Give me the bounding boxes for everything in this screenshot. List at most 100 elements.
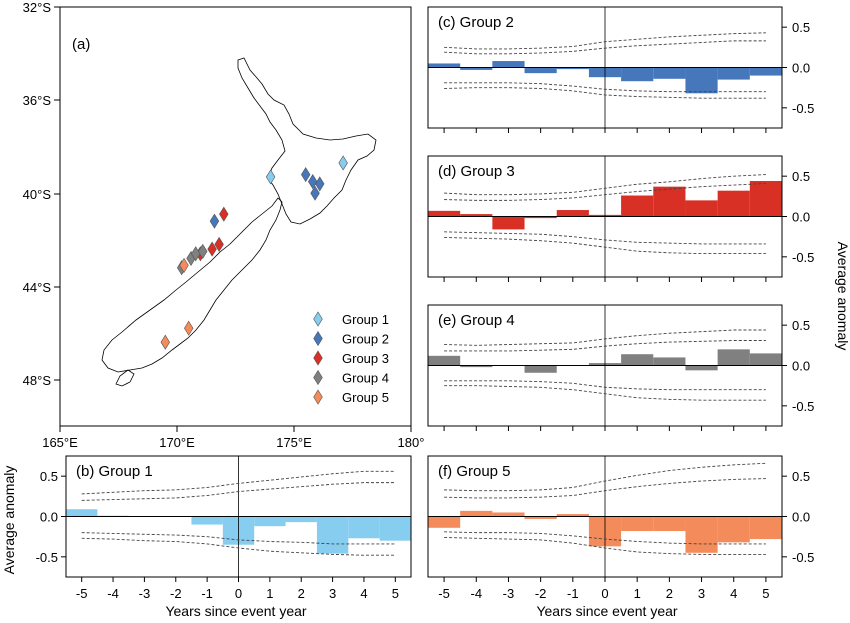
significance-line bbox=[444, 462, 766, 492]
x-tick-label: -5 bbox=[438, 586, 450, 601]
legend-label: Group 3 bbox=[342, 351, 389, 366]
bar bbox=[316, 516, 349, 554]
bar bbox=[749, 516, 782, 540]
significance-line bbox=[81, 532, 396, 545]
bar bbox=[556, 67, 589, 70]
bar bbox=[492, 216, 525, 230]
bar bbox=[556, 514, 589, 517]
x-tick-label: -2 bbox=[170, 586, 182, 601]
x-tick-label: 4 bbox=[360, 586, 367, 601]
x-tick-label: 5 bbox=[392, 586, 399, 601]
x-tick-label: 3 bbox=[698, 586, 705, 601]
y-tick-label: -0.5 bbox=[792, 399, 814, 414]
anomaly-panels: (b) Group 1 0.5 0.0 -0.5 -5 -4 -3 -2 -1 0 1 2 3 4 5 (c)… bbox=[36, 6, 814, 601]
x-tick-label: -1 bbox=[201, 586, 213, 601]
y-tick-label: -0.5 bbox=[792, 101, 814, 116]
significance-line bbox=[81, 470, 396, 495]
significance-line bbox=[444, 478, 766, 499]
site-marker-group-2 bbox=[310, 185, 320, 201]
significance-line bbox=[444, 329, 766, 346]
significance-line bbox=[444, 537, 766, 555]
x-tick-label: -3 bbox=[503, 586, 515, 601]
lon-tick-label: 170°E bbox=[159, 435, 195, 450]
legend-marker-icon bbox=[313, 389, 323, 405]
panel-e: (e) Group 4 0.5 0.0 -0.5 bbox=[427, 304, 814, 431]
lat-tick-label: 40°S bbox=[23, 187, 52, 202]
lat-tick-label: 32°S bbox=[23, 0, 52, 15]
x-tick-label: 1 bbox=[634, 586, 641, 601]
panel-f: (f) Group 5 0.5 0.0 -0.5 -5 -4 -3 -2 -1 0 1 2 3 4 5 bbox=[427, 455, 814, 601]
site-marker-group-5 bbox=[160, 334, 170, 350]
lat-tick-label: 48°S bbox=[23, 373, 52, 388]
significance-line bbox=[444, 231, 766, 245]
y-tick-label: -0.5 bbox=[792, 550, 814, 565]
bar bbox=[524, 216, 557, 219]
site-marker-group-1 bbox=[265, 169, 276, 185]
x-axis-label-left: Years since event year bbox=[165, 603, 306, 619]
x-tick-label: 0 bbox=[601, 586, 608, 601]
bar bbox=[685, 365, 718, 371]
panel-c: (c) Group 2 0.5 0.0 -0.5 bbox=[427, 6, 814, 133]
panel-title: (e) Group 4 bbox=[438, 312, 515, 329]
panel-title: (b) Group 1 bbox=[76, 463, 153, 480]
significance-line bbox=[444, 340, 766, 352]
x-tick-label: -3 bbox=[139, 586, 151, 601]
x-tick-label: 0 bbox=[235, 586, 242, 601]
legend-label: Group 1 bbox=[342, 312, 389, 327]
site-marker-group-2 bbox=[209, 213, 220, 229]
bar bbox=[621, 67, 654, 82]
legend-marker-icon bbox=[313, 311, 323, 327]
legend-marker-icon bbox=[313, 350, 323, 366]
site-marker-group-3 bbox=[214, 236, 224, 253]
y-tick-label: 0.0 bbox=[792, 61, 810, 76]
significance-line bbox=[444, 182, 766, 201]
y-tick-label: -0.5 bbox=[36, 550, 58, 565]
bar bbox=[749, 353, 782, 366]
bar bbox=[379, 516, 411, 541]
significance-line bbox=[444, 87, 766, 99]
significance-line bbox=[444, 385, 766, 401]
x-tick-label: 2 bbox=[298, 586, 305, 601]
lon-tick-label: 175°E bbox=[276, 435, 312, 450]
bar bbox=[621, 354, 654, 366]
bar bbox=[348, 516, 380, 539]
y-axis-label-left: Average anomaly bbox=[1, 466, 17, 575]
y-tick-label: 0.0 bbox=[792, 210, 810, 225]
bar bbox=[492, 512, 525, 517]
y-tick-label: -0.5 bbox=[792, 250, 814, 265]
bar bbox=[685, 516, 718, 553]
y-tick-label: 0.5 bbox=[792, 318, 810, 333]
legend-marker-icon bbox=[313, 369, 323, 386]
bar bbox=[749, 181, 782, 217]
significance-line bbox=[81, 482, 396, 501]
bar bbox=[524, 516, 557, 519]
legend-label: Group 5 bbox=[342, 390, 389, 405]
x-tick-label: 4 bbox=[730, 586, 737, 601]
lat-tick-label: 44°S bbox=[23, 280, 52, 295]
map-panel-label: (a) bbox=[72, 36, 90, 53]
panel-title: (f) Group 5 bbox=[438, 463, 511, 480]
bar bbox=[653, 186, 686, 217]
bar bbox=[66, 509, 98, 517]
site-marker-group-3 bbox=[219, 206, 229, 222]
bar bbox=[653, 516, 686, 532]
y-tick-label: 0.0 bbox=[792, 359, 810, 374]
bar bbox=[428, 516, 461, 528]
x-tick-label: 2 bbox=[666, 586, 673, 601]
nz-coastline bbox=[101, 57, 377, 387]
panel-title: (d) Group 3 bbox=[438, 163, 515, 180]
bar bbox=[492, 61, 525, 68]
bar bbox=[428, 355, 461, 366]
legend-marker-icon bbox=[313, 330, 323, 347]
bar bbox=[254, 516, 286, 527]
bar bbox=[524, 67, 557, 74]
map-lon-axis: 165°E 170°E 175°E 180° bbox=[42, 426, 424, 450]
significance-line bbox=[444, 174, 766, 196]
y-axis-label-right: Average anomaly bbox=[835, 242, 850, 351]
bar bbox=[653, 357, 686, 366]
x-tick-label: -5 bbox=[76, 586, 88, 601]
site-marker-group-2 bbox=[315, 176, 325, 192]
y-tick-label: 0.5 bbox=[792, 469, 810, 484]
site-markers bbox=[160, 155, 348, 350]
significance-line bbox=[81, 537, 396, 556]
